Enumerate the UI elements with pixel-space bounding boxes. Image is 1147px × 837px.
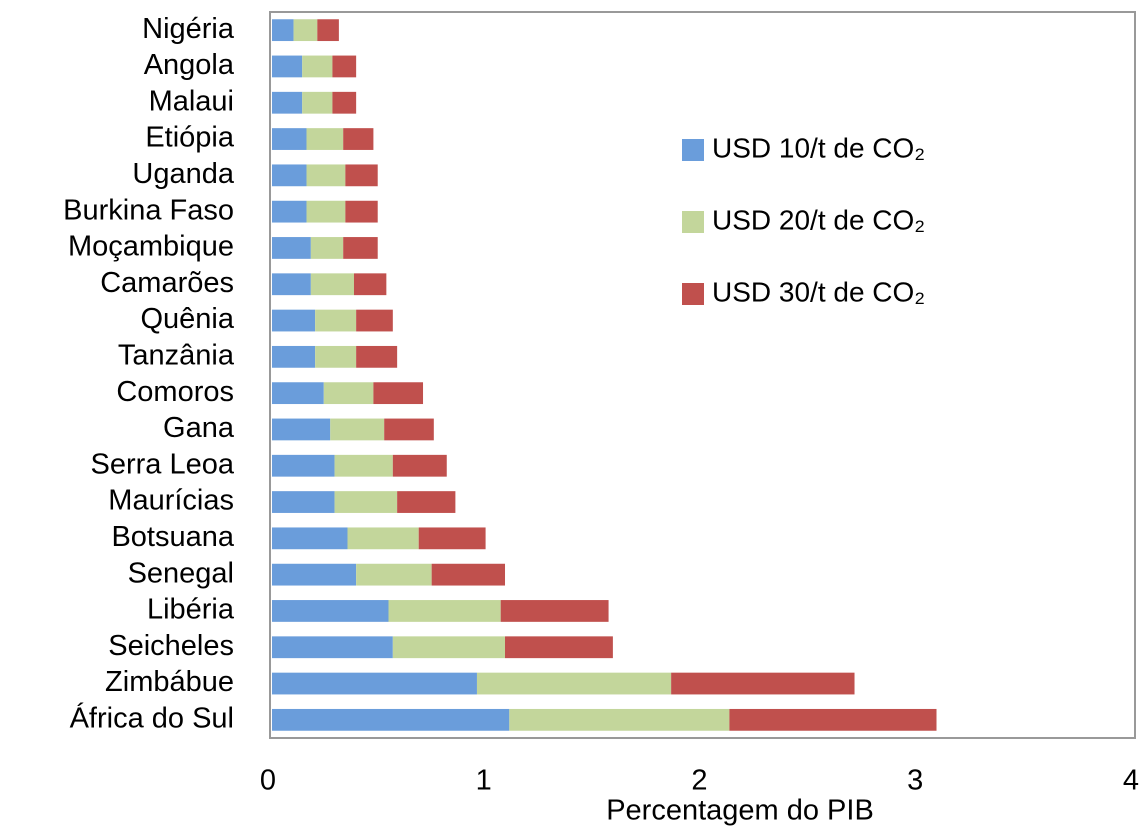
y-tick-label: Gana (163, 412, 235, 444)
y-tick-label: Senegal (128, 557, 234, 589)
y-tick-label: Etiópia (145, 122, 235, 154)
y-tick-label: Moçambique (68, 231, 234, 263)
bar-segment (332, 55, 357, 78)
bar-segment (272, 55, 303, 78)
bar-segment (500, 600, 609, 622)
bar-segment (310, 237, 344, 259)
bar-segment (272, 164, 307, 187)
y-tick-label: Comoros (116, 376, 234, 408)
y-tick-label: Malaui (149, 85, 234, 117)
bar-segment (272, 382, 324, 405)
y-tick-label: Uganda (132, 158, 234, 190)
legend-swatch (682, 211, 704, 233)
bar-segment (334, 491, 398, 513)
legend-label: USD 30/t de CO₂ (712, 276, 925, 307)
bar-segment (293, 19, 318, 42)
y-tick-label: Libéria (147, 594, 235, 626)
bar-segment (397, 491, 456, 513)
bar-segment (347, 527, 419, 550)
y-tick-label: Tanzânia (118, 340, 235, 372)
bar-segment (356, 309, 393, 332)
y-tick-label: África do Sul (70, 702, 234, 735)
bar-segment (272, 345, 316, 368)
bar-segment (315, 345, 357, 368)
bar-segment (272, 273, 311, 296)
bar-segment (272, 19, 294, 42)
bar-segment (272, 128, 307, 150)
legend-label: USD 20/t de CO₂ (712, 204, 925, 235)
bar-segment (302, 91, 333, 114)
bar-segment (272, 600, 389, 622)
y-tick-label: Burkina Faso (63, 194, 234, 226)
x-tick-label: 2 (691, 765, 707, 797)
bar-segment (343, 237, 378, 259)
bar-segment (317, 19, 339, 42)
bar-segment (353, 273, 387, 296)
bar-segment (272, 418, 331, 441)
bar-segment (272, 636, 393, 659)
x-tick-label: 0 (260, 765, 276, 797)
bar-segment (334, 454, 393, 477)
x-axis-label: Percentagem do PIB (606, 795, 874, 827)
bar-segment (476, 672, 672, 695)
bar-segment (272, 708, 510, 731)
bar-segment (356, 345, 398, 368)
bar-segment (323, 382, 374, 405)
x-tick-label: 4 (1123, 765, 1139, 797)
bar-segment (384, 418, 434, 441)
legend-swatch (682, 283, 704, 305)
bar-segment (272, 491, 335, 513)
bar-segment (330, 418, 385, 441)
y-tick-label: Maurícias (108, 485, 234, 517)
plot-frame (269, 11, 1136, 739)
bar-segment (272, 91, 303, 114)
bar-segment (509, 708, 730, 731)
bar-segment (272, 237, 311, 259)
x-tick-label: 3 (907, 765, 923, 797)
bar-segment (306, 200, 346, 223)
x-tick-label: 1 (476, 765, 492, 797)
legend-label: USD 10/t de CO₂ (712, 132, 925, 163)
legend-swatch (682, 139, 704, 161)
bar-segment (392, 454, 447, 477)
bar-segment (418, 527, 486, 550)
y-tick-label: Nigéria (142, 13, 235, 45)
bar-segment (356, 563, 432, 586)
bar-segment (272, 454, 335, 477)
bar-segment (272, 563, 357, 586)
bar-segment (302, 55, 333, 78)
y-tick-label: Seicheles (108, 630, 234, 662)
bar-segment (345, 164, 378, 187)
bar-segment (306, 164, 346, 187)
bar-segment (272, 672, 477, 695)
bar-segment (315, 309, 357, 332)
y-tick-label: Botsuana (111, 521, 234, 553)
bar-segment (345, 200, 378, 223)
y-tick-label: Zimbábue (105, 666, 234, 698)
bar-segment (671, 672, 855, 695)
bar-segment (306, 128, 344, 150)
y-tick-label: Angola (144, 49, 235, 81)
bar-segment (272, 309, 316, 332)
bar-segment (332, 91, 357, 114)
bar-segment (343, 128, 374, 150)
bar-segment (373, 382, 424, 405)
y-tick-label: Camarões (100, 267, 234, 299)
bar-segment (505, 636, 613, 659)
bar-segment (392, 636, 506, 659)
bar-segment (388, 600, 501, 622)
bar-segment (310, 273, 354, 296)
bar-segment (272, 527, 348, 550)
y-tick-label: Serra Leoa (91, 448, 235, 480)
bar-segment (272, 200, 307, 223)
bar-segment (431, 563, 506, 586)
bar-segment (729, 708, 937, 731)
y-tick-label: Quênia (140, 303, 234, 335)
